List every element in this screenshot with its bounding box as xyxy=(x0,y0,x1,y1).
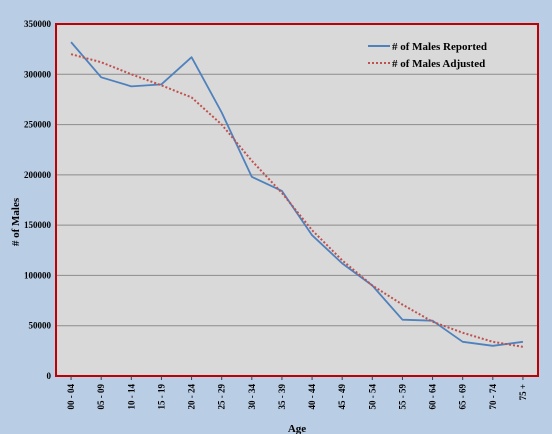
plot-area-border xyxy=(55,23,539,377)
y-axis-ticks: 0 50000 100000 150000 200000 250000 300000 3500… xyxy=(24,19,52,381)
x-tick-label: 50 - 54 xyxy=(367,384,377,410)
x-tick-label: 15 - 19 xyxy=(156,384,166,410)
y-tick-label: 0 xyxy=(47,371,52,381)
y-tick-label: 50000 xyxy=(29,321,52,331)
x-tick-label: 00 - 04 xyxy=(66,384,76,410)
x-tick-label: 40 - 44 xyxy=(307,384,317,410)
plot-area xyxy=(56,24,538,376)
x-tick-label: 60 - 64 xyxy=(428,384,438,410)
y-tick-label: 300000 xyxy=(24,69,52,79)
y-axis-title: # of Males xyxy=(10,197,22,246)
y-tick-label: 150000 xyxy=(24,220,52,230)
x-tick-label: 75 + xyxy=(518,384,528,400)
y-tick-label: 200000 xyxy=(24,170,52,180)
x-tick-label: 55 - 59 xyxy=(397,384,407,410)
x-tick-label: 10 - 14 xyxy=(126,384,136,410)
series-line-adjusted xyxy=(70,53,524,348)
legend-label-adjusted: # of Males Adjusted xyxy=(392,58,485,70)
legend-label-reported: # of Males Reported xyxy=(392,41,487,53)
x-tick-label: 45 - 49 xyxy=(337,384,347,410)
x-axis-title: Age xyxy=(288,423,306,434)
y-tick-label: 350000 xyxy=(24,19,52,29)
x-tick-label: 65 - 69 xyxy=(458,384,468,410)
x-tick-label: 25 - 29 xyxy=(217,384,227,410)
y-tick-label: 250000 xyxy=(24,120,52,130)
series-layer xyxy=(70,41,524,348)
x-tick-label: 20 - 24 xyxy=(187,384,197,410)
legend: # of Males Reported # of Males Adjusted xyxy=(368,41,487,70)
x-axis-ticks: 00 - 04 05 - 09 10 - 14 15 - 19 20 - 24 25 - … xyxy=(66,376,528,410)
y-tick-label: 100000 xyxy=(24,270,52,280)
x-tick-label: 35 - 39 xyxy=(277,384,287,410)
x-tick-label: 30 - 34 xyxy=(247,384,257,410)
x-tick-label: 70 - 74 xyxy=(488,384,498,410)
x-tick-label: 05 - 09 xyxy=(96,384,106,410)
